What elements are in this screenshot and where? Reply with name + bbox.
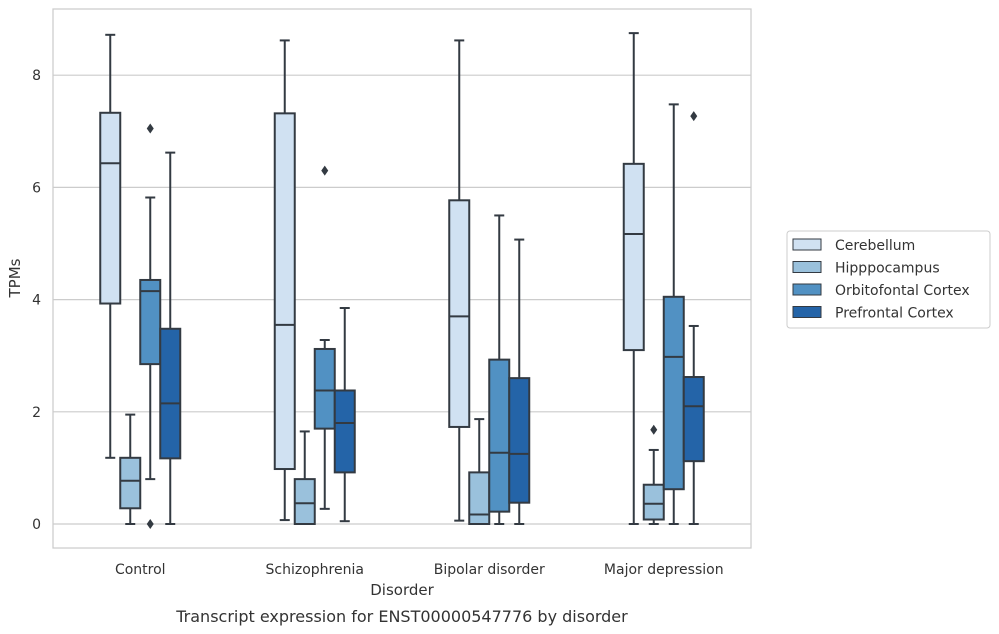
box-iqr: [293, 478, 316, 525]
box-iqr: [99, 111, 122, 305]
box-iqr: [682, 376, 705, 463]
y-axis-label: TPMs: [6, 258, 24, 298]
y-tick-label: 0: [32, 517, 41, 533]
legend: Cerebellum Hipppocampus Orbitofontal Corte…: [786, 230, 991, 329]
box-1-3: [642, 424, 665, 525]
plot-frame: [52, 8, 752, 549]
box-iqr: [508, 377, 531, 504]
legend-label: Cerebellum: [835, 238, 915, 254]
legend-frame: [786, 230, 991, 329]
box-iqr: [313, 347, 336, 430]
y-axis-ticks: 0 2 4 6 8: [32, 68, 41, 533]
legend-swatch: [792, 261, 822, 273]
box-1-0: [119, 413, 142, 525]
box-iqr: [448, 199, 471, 428]
box-iqr: [273, 112, 296, 471]
x-tick-label: Bipolar disorder: [434, 562, 545, 578]
chart-caption: Transcript expression for ENST0000054777…: [175, 607, 628, 626]
box-0-3: [622, 32, 645, 525]
box-3-1: [333, 307, 356, 523]
box-0-2: [448, 39, 471, 522]
box-3-2: [508, 238, 531, 525]
box-2-2: [488, 214, 511, 525]
x-axis-ticks: Control Schizophrenia Bipolar disorder Majo…: [115, 562, 724, 578]
box-2-0: [139, 123, 162, 529]
x-axis-label: Disorder: [370, 581, 434, 599]
box-1-1: [293, 430, 316, 525]
legend-label: Orbitofontal Cortex: [835, 283, 970, 299]
x-tick-label: Schizophrenia: [266, 562, 364, 578]
box-iqr: [139, 278, 162, 366]
box-1-2: [468, 418, 491, 525]
y-tick-label: 4: [32, 293, 41, 309]
box-iqr: [119, 456, 142, 510]
box-2-1: [313, 165, 336, 510]
box-3-3: [682, 111, 705, 525]
outlier-point: [321, 165, 329, 176]
box-iqr: [159, 327, 182, 460]
outlier-point: [690, 111, 698, 122]
y-tick-label: 2: [32, 405, 41, 421]
legend-label: Prefrontal Cortex: [835, 306, 954, 322]
y-tick-label: 6: [32, 180, 41, 196]
box-0-1: [273, 39, 296, 522]
x-tick-label: Major depression: [604, 562, 724, 578]
outlier-point: [146, 519, 154, 529]
legend-label: Hipppocampus: [835, 261, 940, 277]
outlier-point: [650, 424, 658, 435]
box-iqr: [622, 162, 645, 352]
box-iqr: [468, 471, 491, 525]
box-iqr: [333, 389, 356, 474]
legend-swatch: [792, 306, 822, 318]
box-series: [99, 32, 705, 529]
box-0-0: [99, 33, 122, 459]
outlier-point: [146, 123, 154, 134]
x-tick-label: Control: [115, 562, 166, 578]
legend-swatch: [792, 238, 822, 251]
box-iqr: [488, 358, 511, 513]
box-iqr: [642, 483, 665, 521]
legend-swatch: [792, 283, 822, 296]
box-iqr: [662, 295, 685, 491]
y-tick-label: 8: [32, 68, 41, 84]
box-3-0: [159, 151, 182, 525]
